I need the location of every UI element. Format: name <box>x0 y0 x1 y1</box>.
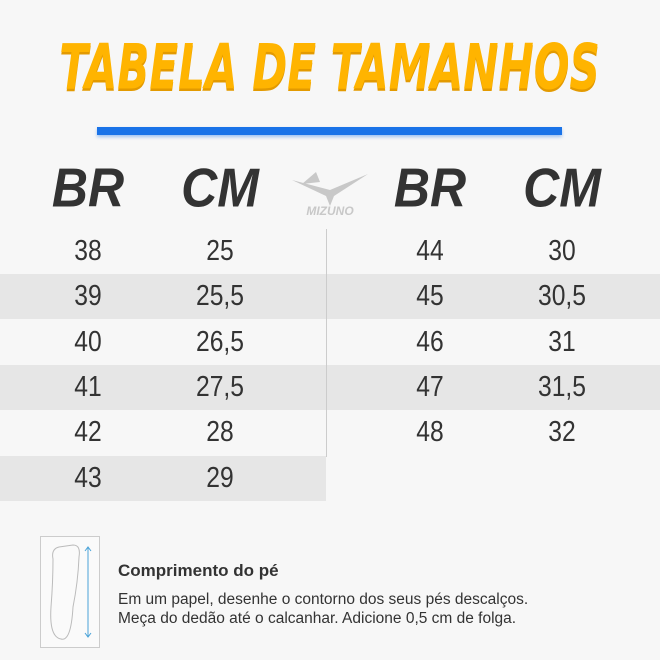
page-title: TABELA DE TAMANHOS <box>0 31 660 103</box>
br-cell: 46 <box>416 325 444 358</box>
table-row: 43 29 <box>0 455 326 501</box>
header-cm-right: CM <box>523 157 601 219</box>
br-cell: 48 <box>416 416 444 449</box>
cm-cell: 29 <box>206 461 234 494</box>
cm-cell: 30 <box>548 235 576 267</box>
table-row: 44 30 <box>327 229 660 274</box>
br-cell: 47 <box>416 370 444 403</box>
page-title-text: TABELA DE TAMANHOS <box>59 31 601 104</box>
header-cm-left: CM <box>181 157 259 219</box>
cm-cell: 28 <box>206 416 234 449</box>
cm-cell: 25,5 <box>196 280 244 313</box>
br-cell: 43 <box>74 461 102 494</box>
br-cell: 39 <box>74 280 102 313</box>
table-row: 47 31,5 <box>327 364 660 410</box>
table-row: 48 32 <box>327 410 660 455</box>
mizuno-logo: MIZUNO <box>292 172 368 216</box>
table-row: 41 27,5 <box>0 364 326 410</box>
title-underline <box>97 127 562 135</box>
foot-measure-icon <box>40 536 100 648</box>
note-line-1: Em um papel, desenhe o contorno dos seus… <box>118 591 529 608</box>
br-cell: 41 <box>74 370 102 403</box>
cm-cell: 31,5 <box>538 370 586 403</box>
cm-cell: 31 <box>548 325 576 358</box>
table-row: 40 26,5 <box>0 320 326 365</box>
note-title: Comprimento do pé <box>118 561 279 580</box>
table-row: 39 25,5 <box>0 274 326 320</box>
br-cell: 40 <box>74 325 102 358</box>
br-cell: 44 <box>416 235 444 267</box>
br-cell: 45 <box>416 280 444 313</box>
cm-cell: 26,5 <box>196 325 244 358</box>
cm-cell: 32 <box>548 416 576 449</box>
table-row: 46 31 <box>327 320 660 365</box>
header-br-right: BR <box>393 157 467 219</box>
cm-cell: 25 <box>206 235 234 267</box>
cm-cell: 27,5 <box>196 370 244 403</box>
table-row: 45 30,5 <box>327 274 660 320</box>
column-divider <box>326 229 327 457</box>
note-line-2: Meça do dedão até o calcanhar. Adicione … <box>118 610 517 627</box>
note-body: Em um papel, desenhe o contorno dos seus… <box>118 590 528 628</box>
table-row: 38 25 <box>0 229 326 274</box>
table-row: 42 28 <box>0 410 326 455</box>
cm-cell: 30,5 <box>538 280 586 313</box>
svg-text:MIZUNO: MIZUNO <box>306 204 354 216</box>
br-cell: 38 <box>74 235 102 267</box>
header-br-left: BR <box>51 157 125 219</box>
br-cell: 42 <box>74 416 102 449</box>
